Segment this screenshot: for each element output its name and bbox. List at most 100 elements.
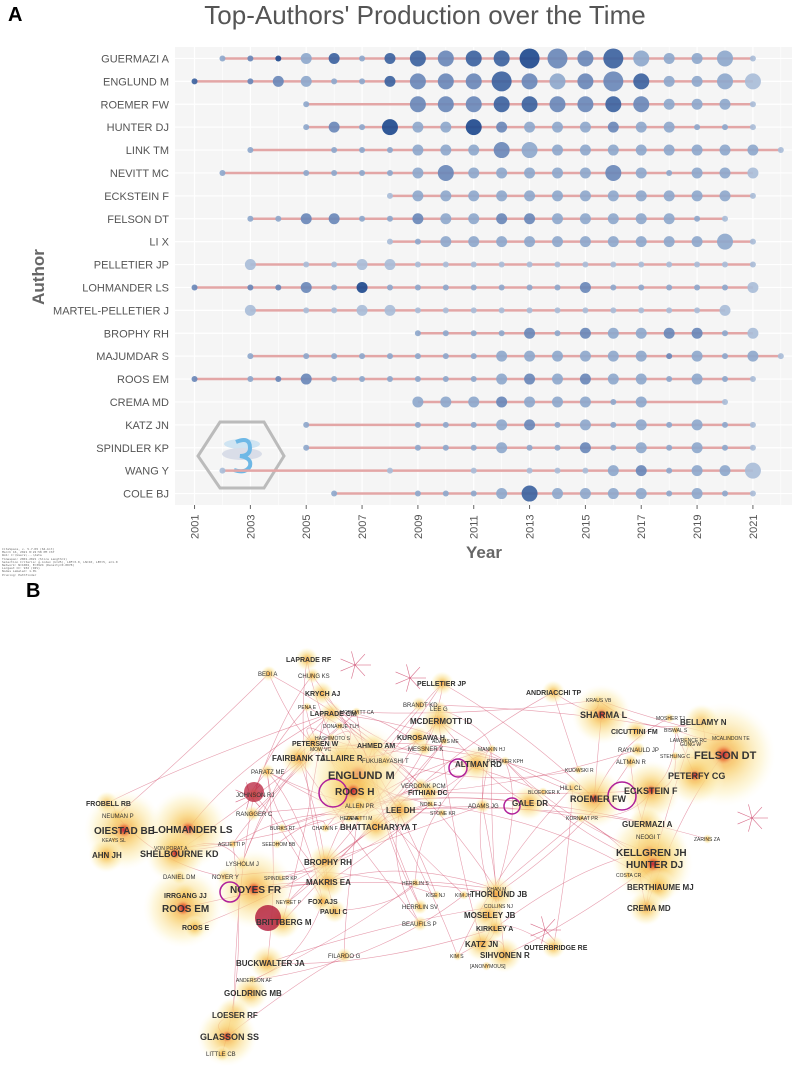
point-felson-dt-2003 bbox=[247, 215, 254, 222]
point-martel-pelletier-j-2010 bbox=[442, 307, 449, 314]
point-brophy-rh-2012 bbox=[498, 330, 505, 337]
node-core bbox=[168, 846, 182, 861]
author-tick-label: ROOS EM bbox=[117, 374, 169, 386]
point-lohmander-ls-2013 bbox=[526, 284, 533, 291]
metadata-line: Nodes Labeled: 1.0% bbox=[2, 569, 37, 574]
network-node-label: RAYNAULD JP bbox=[618, 748, 659, 754]
author-tick-label: GUERMAZI A bbox=[101, 53, 170, 65]
node-core bbox=[595, 707, 609, 722]
point-nevitt-mc-2014 bbox=[551, 167, 563, 179]
point-felson-dt-2006 bbox=[328, 213, 340, 225]
point-nevitt-mc-2010 bbox=[437, 164, 454, 181]
author-tick-label: HUNTER DJ bbox=[107, 122, 169, 134]
network-edge bbox=[252, 894, 465, 981]
point-hunter-dj-2019 bbox=[694, 124, 701, 131]
point-majumdar-s-2014 bbox=[551, 350, 563, 362]
author-tick-label: COLE BJ bbox=[123, 489, 169, 501]
point-martel-pelletier-j-2013 bbox=[526, 307, 533, 314]
point-englund-m-2009 bbox=[409, 73, 426, 90]
point-majumdar-s-2005 bbox=[303, 353, 310, 360]
point-martel-pelletier-j-2018 bbox=[666, 307, 673, 314]
point-majumdar-s-2015 bbox=[579, 350, 591, 362]
network-edge bbox=[253, 675, 313, 795]
network-edge bbox=[751, 806, 763, 819]
point-li-x-2020 bbox=[716, 233, 733, 250]
year-tick-label: 2015 bbox=[580, 515, 592, 539]
point-majumdar-s-2008 bbox=[386, 353, 393, 360]
network-edge bbox=[340, 658, 356, 666]
point-katz-jn-2016 bbox=[610, 421, 617, 428]
point-majumdar-s-2013 bbox=[524, 350, 536, 362]
point-lohmander-ls-2017 bbox=[638, 284, 645, 291]
node-halo bbox=[304, 667, 321, 684]
point-guermazi-a-2002 bbox=[219, 55, 226, 62]
point-roos-em-2005 bbox=[300, 373, 312, 385]
network-node-label: VON PORAT A bbox=[154, 846, 188, 852]
point-roemer-fw-2010 bbox=[437, 96, 454, 113]
network-node-label: KORNAAT PR bbox=[566, 816, 598, 822]
network-node-label: ZARINS ZA bbox=[694, 837, 721, 843]
point-pelletier-jp-2013 bbox=[526, 261, 533, 268]
point-felson-dt-2017 bbox=[635, 213, 647, 225]
network-node-label: KATZ JN bbox=[465, 940, 498, 949]
point-katz-jn-2011 bbox=[470, 421, 477, 428]
node-core bbox=[688, 768, 702, 783]
point-hunter-dj-2005 bbox=[303, 124, 310, 131]
year-tick-label: 2003 bbox=[245, 515, 257, 539]
point-guermazi-a-2013 bbox=[519, 48, 540, 69]
network-node-label: LITTLE CB bbox=[206, 1052, 236, 1058]
point-englund-m-2018 bbox=[663, 75, 675, 87]
network-node-label: ADAMS JG bbox=[468, 804, 499, 810]
network-node-label: GALE DR bbox=[512, 799, 548, 808]
network-node-label: FITHIAN DC bbox=[408, 790, 448, 797]
network-node-label: LOHMANDER LS bbox=[152, 825, 233, 836]
point-wang-y-2014 bbox=[554, 467, 561, 474]
network-node-label: CICUTTINI FM bbox=[611, 729, 658, 736]
point-martel-pelletier-j-2020 bbox=[719, 304, 731, 316]
point-li-x-2013 bbox=[524, 236, 536, 248]
node-halo bbox=[336, 947, 353, 964]
point-englund-m-2020 bbox=[716, 73, 733, 90]
network-node-label: BEAUFILS P bbox=[402, 922, 437, 928]
point-hunter-dj-2017 bbox=[635, 121, 647, 133]
point-englund-m-2011 bbox=[465, 73, 482, 90]
point-katz-jn-2018 bbox=[666, 421, 673, 428]
network-node-label: BRANDT KD bbox=[403, 703, 438, 709]
panel-label-b: B bbox=[26, 580, 41, 602]
point-majumdar-s-2011 bbox=[470, 353, 477, 360]
production-chart: Top-Authors' Production over the Time GU… bbox=[29, 0, 784, 562]
network-node-label: CREMA MD bbox=[627, 904, 671, 913]
metadata-line: Selection Criteria: g-index (k=25), LRF=… bbox=[2, 559, 118, 564]
point-hunter-dj-2011 bbox=[465, 119, 482, 136]
point-wang-y-2015 bbox=[582, 467, 589, 474]
point-brophy-rh-2011 bbox=[470, 330, 477, 337]
network-node-label: DONAHUE TLH bbox=[323, 724, 359, 730]
point-crema-md-2012 bbox=[496, 396, 508, 408]
network-edge bbox=[751, 817, 763, 830]
node-halo bbox=[228, 839, 238, 849]
node-halo bbox=[576, 813, 586, 823]
point-guermazi-a-2016 bbox=[603, 48, 624, 69]
network-edge bbox=[267, 927, 495, 964]
network-edge bbox=[496, 761, 631, 895]
network-node-label: ALTMAN RD bbox=[455, 760, 502, 769]
point-eckstein-f-2019 bbox=[691, 190, 703, 202]
node-halo bbox=[417, 780, 441, 805]
point-pelletier-jp-2012 bbox=[498, 261, 505, 268]
point-li-x-2009 bbox=[414, 238, 421, 245]
node-halo bbox=[430, 671, 455, 696]
network-node-label: BUCKWALTER JA bbox=[236, 959, 305, 968]
network-node-label: COLLINS NJ bbox=[484, 904, 513, 910]
point-katz-jn-2013 bbox=[524, 419, 536, 431]
point-eckstein-f-2008 bbox=[386, 192, 393, 199]
metadata-line: WoS: C:\Users\...\data bbox=[2, 553, 42, 558]
point-link-tm-2013 bbox=[521, 142, 538, 159]
point-link-tm-2011 bbox=[468, 144, 480, 156]
point-cole-bj-2013 bbox=[521, 485, 538, 502]
point-spindler-kp-2015 bbox=[579, 442, 591, 454]
point-nevitt-mc-2016 bbox=[605, 164, 622, 181]
point-cole-bj-2019 bbox=[691, 488, 703, 500]
network-node-label: AHMED AM bbox=[357, 743, 395, 750]
point-martel-pelletier-j-2011 bbox=[470, 307, 477, 314]
network-node-label: MCDEVITT CA bbox=[340, 710, 374, 716]
